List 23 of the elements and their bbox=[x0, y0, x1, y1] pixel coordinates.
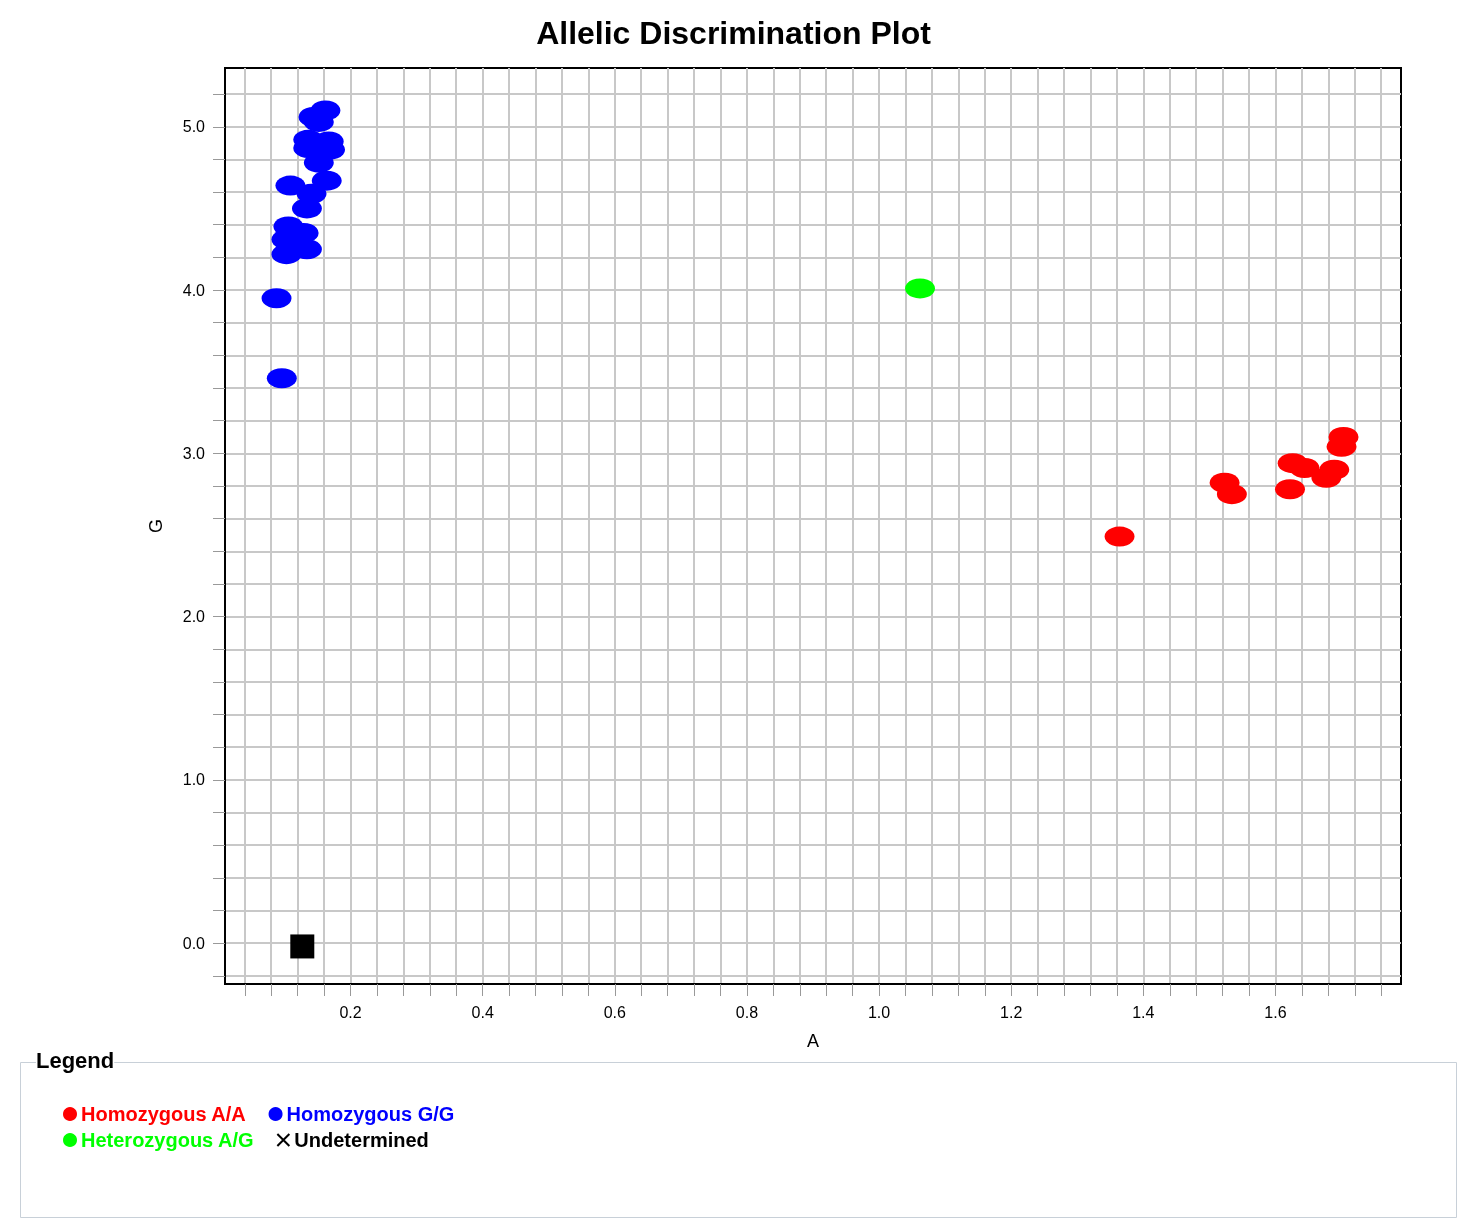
y-tick-label: 4.0 bbox=[182, 281, 206, 299]
legend-label: Heterozygous A/G bbox=[81, 1129, 254, 1151]
x-tick-label: 0.6 bbox=[603, 1003, 627, 1021]
legend-label: Homozygous G/G bbox=[286, 1103, 455, 1125]
chart-title: Allelic Discrimination Plot bbox=[536, 15, 932, 51]
y-tick-label: 3.0 bbox=[182, 444, 206, 462]
x-tick-label: 0.4 bbox=[471, 1003, 494, 1021]
legend-label: Homozygous A/A bbox=[81, 1103, 246, 1125]
x-tick-label: 0.2 bbox=[339, 1003, 362, 1021]
y-tick-label: 2.0 bbox=[182, 608, 206, 626]
y-tick-label: 5.0 bbox=[182, 118, 206, 136]
x-tick-label: 1.6 bbox=[1264, 1003, 1287, 1021]
point bbox=[290, 934, 315, 959]
x-tick-label: 0.8 bbox=[735, 1003, 759, 1021]
x-tick-label: 1.4 bbox=[1132, 1003, 1155, 1021]
y-tick-label: 0.0 bbox=[182, 934, 206, 952]
y-tick-label: 1.0 bbox=[182, 771, 206, 789]
y-axis-title: G bbox=[146, 518, 166, 534]
legend-title: Legend bbox=[36, 1047, 115, 1073]
legend-label: Undetermined bbox=[294, 1129, 429, 1151]
x-tick-label: 1.2 bbox=[1000, 1003, 1023, 1021]
x-tick-label: 1.0 bbox=[867, 1003, 891, 1021]
x-axis-title: A bbox=[806, 1031, 820, 1051]
